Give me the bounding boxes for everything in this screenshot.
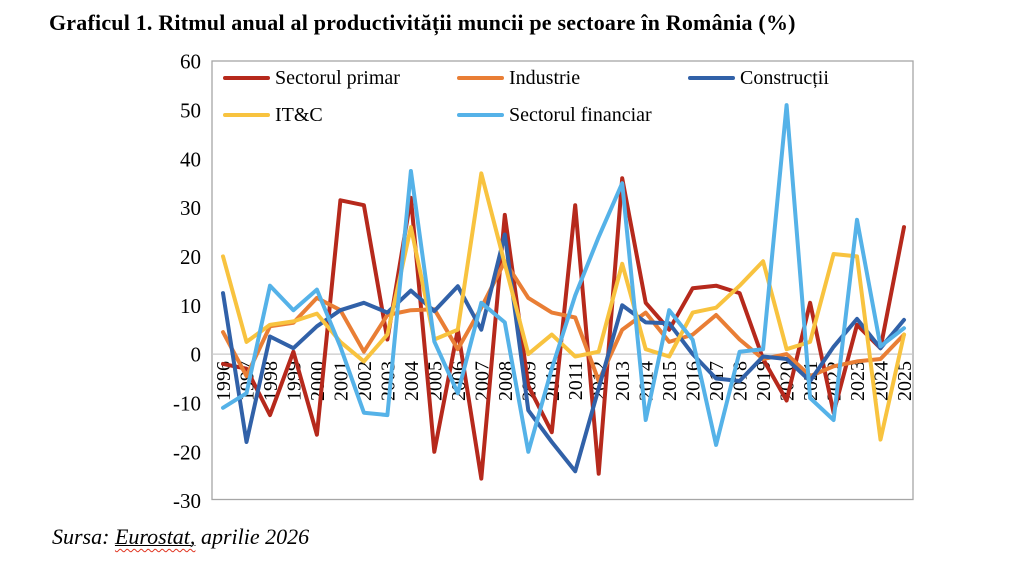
legend-label: Sectorul financiar — [509, 104, 652, 126]
x-axis-tick-label: 2002 — [354, 361, 376, 401]
legend-item-sectorul-financiar: Sectorul financiar — [457, 103, 652, 127]
legend-item-itc: IT&C — [223, 103, 323, 127]
source-spellcheck-word: Eurostat, — [114, 524, 196, 549]
y-axis-tick-label: -20 — [173, 440, 201, 464]
y-axis-tick-label: 40 — [180, 147, 201, 171]
y-axis-tick-label: 30 — [180, 196, 201, 220]
legend-line-swatch — [457, 112, 504, 118]
x-axis-tick-label: 1996 — [213, 361, 235, 401]
series-line-sectorul-primar — [221, 176, 906, 481]
legend-label: Industrie — [509, 67, 581, 89]
y-axis-tick-label: -30 — [173, 489, 201, 513]
chart-title: Graficul 1. Ritmul anual al productivită… — [49, 10, 796, 35]
source-prefix: Sursa: — [52, 524, 115, 549]
y-axis-tick-label: -10 — [173, 391, 201, 415]
y-axis-tick-label: 60 — [180, 50, 201, 74]
x-axis-tick-label: 2019 — [753, 361, 775, 401]
x-axis-tick-label: 2023 — [847, 361, 869, 401]
plot-border — [211, 60, 914, 501]
x-axis-tick-label: 2004 — [401, 361, 423, 401]
x-axis-tick-label: 2011 — [565, 361, 587, 400]
y-axis-tick-label: 20 — [180, 245, 201, 269]
legend-item-sectorul-primar: Sectorul primar — [223, 66, 400, 90]
legend-label: IT&C — [275, 104, 323, 126]
source-citation: Sursa: Eurostat, aprilie 2026 — [52, 524, 309, 550]
x-axis-tick-label: 2013 — [612, 361, 634, 401]
y-axis-tick-label: 0 — [191, 343, 202, 367]
legend-line-swatch — [688, 75, 735, 81]
legend-item-constructii: Construcții — [688, 66, 829, 90]
x-axis-tick-label: 2003 — [377, 361, 399, 401]
x-axis-tick-label: 2015 — [659, 361, 681, 401]
x-axis-tick-label: 1998 — [260, 361, 282, 401]
series-line-industrie — [221, 259, 906, 383]
series-line-construc-ii — [221, 232, 906, 474]
legend-item-industrie: Industrie — [457, 66, 580, 90]
source-suffix: aprilie 2026 — [195, 524, 310, 549]
series-line-sectorul-financiar — [221, 103, 906, 454]
y-axis-tick-label: 10 — [180, 294, 201, 318]
legend-label: Sectorul primar — [275, 67, 400, 89]
x-axis-tick-label: 2008 — [495, 361, 517, 401]
y-axis-tick-label: 50 — [180, 98, 201, 122]
legend-line-swatch — [457, 75, 504, 81]
legend-line-swatch — [223, 75, 270, 81]
legend-label: Construcții — [740, 67, 829, 89]
legend-line-swatch — [223, 112, 270, 118]
x-axis-tick-label: 2025 — [894, 361, 916, 401]
